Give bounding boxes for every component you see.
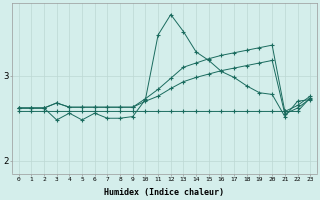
X-axis label: Humidex (Indice chaleur): Humidex (Indice chaleur) <box>104 188 224 197</box>
